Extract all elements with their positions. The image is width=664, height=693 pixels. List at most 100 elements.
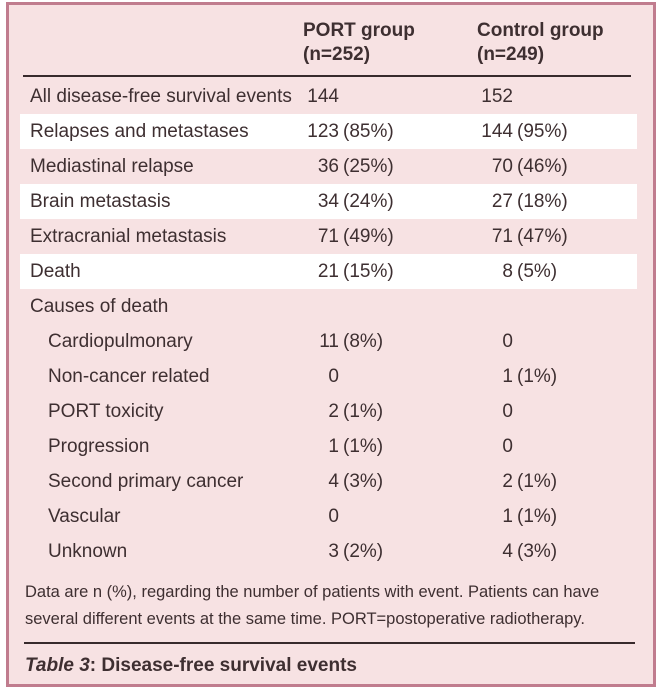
port-value: 0 bbox=[295, 366, 469, 388]
control-value: 8 (5%) bbox=[469, 261, 643, 283]
control-value-percent: (46%) bbox=[517, 155, 568, 177]
port-value-number: 71 bbox=[317, 225, 339, 247]
row-label: All disease-free survival events bbox=[30, 85, 292, 107]
control-value-percent: (18%) bbox=[517, 190, 568, 212]
row-label: Second primary cancer bbox=[48, 470, 244, 492]
port-value-percent: (1%) bbox=[343, 400, 384, 422]
port-value-number: 1 bbox=[328, 435, 339, 457]
control-value-number: 4 bbox=[502, 540, 513, 562]
port-value-number: 144 bbox=[307, 85, 339, 107]
control-value: 0 bbox=[469, 331, 643, 353]
table-row: Extracranial metastasis 71 (49%) 71 (47%) bbox=[20, 219, 637, 254]
control-value-number: 0 bbox=[502, 435, 513, 457]
table-row: Second primary cancer 4 (3%) 2 (1%) bbox=[20, 464, 637, 499]
port-value-percent: (85%) bbox=[343, 120, 394, 142]
table-row: Cardiopulmonary 11 (8%) 0 bbox=[20, 324, 637, 359]
control-value: 1 (1%) bbox=[469, 506, 643, 528]
table-row: Unknown 3 (2%) 4 (3%) bbox=[20, 534, 637, 569]
header-spacer bbox=[20, 19, 295, 67]
port-value-percent: (24%) bbox=[343, 190, 394, 212]
row-label: Progression bbox=[48, 435, 150, 457]
control-value: 144 (95%) bbox=[469, 121, 643, 143]
control-value: 152 bbox=[469, 86, 643, 108]
control-value: 0 bbox=[469, 436, 643, 458]
control-value-percent: (1%) bbox=[517, 365, 558, 387]
port-value-number: 2 bbox=[328, 400, 339, 422]
control-value-percent: (47%) bbox=[517, 225, 568, 247]
control-value: 4 (3%) bbox=[469, 541, 643, 563]
row-label: Cardiopulmonary bbox=[48, 330, 193, 352]
control-value-number: 71 bbox=[491, 225, 513, 247]
port-value: 144 bbox=[295, 86, 469, 108]
row-label: Brain metastasis bbox=[30, 190, 171, 212]
control-value-number: 2 bbox=[502, 470, 513, 492]
control-value-number: 1 bbox=[502, 365, 513, 387]
port-value-number: 0 bbox=[328, 365, 339, 387]
port-value-number: 123 bbox=[307, 120, 339, 142]
control-value-percent: (95%) bbox=[517, 120, 568, 142]
port-value-number: 11 bbox=[319, 330, 339, 352]
port-value bbox=[295, 296, 469, 318]
control-value-number: 0 bbox=[502, 330, 513, 352]
row-label: PORT toxicity bbox=[48, 400, 164, 422]
caption-rule bbox=[24, 642, 635, 644]
port-value: 11 (8%) bbox=[295, 331, 469, 353]
control-value-number: 144 bbox=[481, 120, 513, 142]
row-label: Relapses and metastases bbox=[30, 120, 249, 142]
table-footnote: Data are n (%), regarding the number of … bbox=[25, 583, 600, 628]
port-value: 34 (24%) bbox=[295, 191, 469, 213]
control-value-percent: (1%) bbox=[517, 505, 558, 527]
table-row: Causes of death bbox=[20, 289, 637, 324]
port-value: 4 (3%) bbox=[295, 471, 469, 493]
port-value: 2 (1%) bbox=[295, 401, 469, 423]
row-label: Extracranial metastasis bbox=[30, 225, 227, 247]
port-value: 71 (49%) bbox=[295, 226, 469, 248]
column-header-control-line1: Control group bbox=[477, 20, 604, 41]
port-value-percent: (15%) bbox=[343, 260, 394, 282]
column-header-port: PORT group (n=252) bbox=[295, 19, 469, 67]
table-row: Progression 1 (1%) 0 bbox=[20, 429, 637, 464]
port-value-number: 0 bbox=[328, 505, 339, 527]
row-label: Non-cancer related bbox=[48, 365, 210, 387]
control-value: 2 (1%) bbox=[469, 471, 643, 493]
row-label: Mediastinal relapse bbox=[30, 155, 194, 177]
control-value-number: 8 bbox=[502, 260, 513, 282]
table-row: Mediastinal relapse 36 (25%) 70 (46%) bbox=[20, 149, 637, 184]
control-value-number: 152 bbox=[481, 85, 513, 107]
port-value-percent: (25%) bbox=[343, 155, 394, 177]
port-value: 123 (85%) bbox=[295, 121, 469, 143]
control-value-percent: (3%) bbox=[517, 540, 558, 562]
control-value-number: 70 bbox=[491, 155, 513, 177]
control-value: 1 (1%) bbox=[469, 366, 643, 388]
port-value: 0 bbox=[295, 506, 469, 528]
port-value-percent: (8%) bbox=[343, 330, 384, 352]
table-row: PORT toxicity 2 (1%) 0 bbox=[20, 394, 637, 429]
control-value-number: 1 bbox=[502, 505, 513, 527]
table-caption-title: : Disease-free survival events bbox=[89, 655, 357, 676]
port-value: 36 (25%) bbox=[295, 156, 469, 178]
port-value-percent: (2%) bbox=[343, 540, 384, 562]
table-row: Brain metastasis 34 (24%) 27 (18%) bbox=[20, 184, 637, 219]
table-row: Relapses and metastases 123 (85%) 144 (95%… bbox=[20, 114, 637, 149]
port-value-percent: (3%) bbox=[343, 470, 384, 492]
control-value: 71 (47%) bbox=[469, 226, 643, 248]
table-row: Death 21 (15%) 8 (5%) bbox=[20, 254, 637, 289]
port-value-number: 36 bbox=[317, 155, 339, 177]
control-value-percent: (5%) bbox=[517, 260, 558, 282]
control-value: 70 (46%) bbox=[469, 156, 643, 178]
row-label: Vascular bbox=[48, 505, 121, 527]
column-header-control-line2: (n=249) bbox=[477, 44, 545, 65]
control-value-percent: (1%) bbox=[517, 470, 558, 492]
header-rule bbox=[23, 75, 631, 77]
table-card: PORT group (n=252) Control group (n=249)… bbox=[6, 2, 656, 687]
port-value-percent: (49%) bbox=[343, 225, 394, 247]
row-label: Death bbox=[30, 260, 81, 282]
table-caption: Table 3: Disease-free survival events bbox=[25, 655, 653, 677]
table-body: All disease-free survival events 144 152… bbox=[20, 79, 637, 569]
row-label: Causes of death bbox=[30, 295, 169, 317]
port-value-number: 4 bbox=[328, 470, 339, 492]
table-header: PORT group (n=252) Control group (n=249) bbox=[20, 5, 637, 67]
column-header-port-line1: PORT group bbox=[303, 20, 415, 41]
control-value-number: 0 bbox=[502, 400, 513, 422]
table-row: Non-cancer related 0 1 (1%) bbox=[20, 359, 637, 394]
